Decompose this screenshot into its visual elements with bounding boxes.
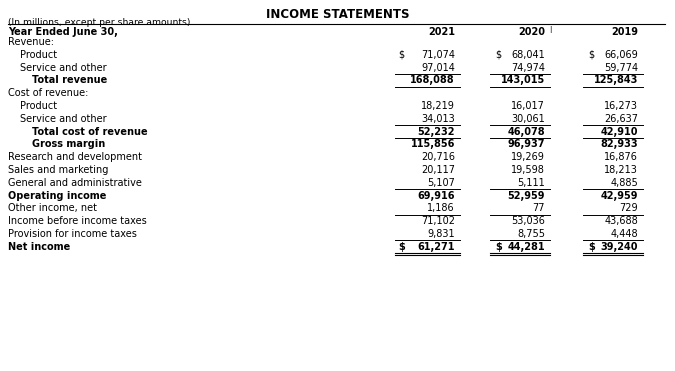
Text: 77: 77 bbox=[533, 203, 545, 213]
Text: 2020: 2020 bbox=[518, 27, 545, 37]
Text: 52,232: 52,232 bbox=[418, 127, 455, 137]
Text: $: $ bbox=[495, 242, 502, 252]
Text: INCOME STATEMENTS: INCOME STATEMENTS bbox=[266, 8, 409, 21]
Text: 168,088: 168,088 bbox=[410, 75, 455, 85]
Text: 5,107: 5,107 bbox=[427, 178, 455, 188]
Text: Product: Product bbox=[20, 101, 57, 111]
Text: 74,974: 74,974 bbox=[511, 63, 545, 73]
Text: 115,856: 115,856 bbox=[410, 139, 455, 150]
Text: 61,271: 61,271 bbox=[418, 242, 455, 252]
Text: $: $ bbox=[588, 242, 595, 252]
Text: 729: 729 bbox=[620, 203, 638, 213]
Text: 82,933: 82,933 bbox=[600, 139, 638, 150]
Text: Total revenue: Total revenue bbox=[32, 75, 107, 85]
Text: Service and other: Service and other bbox=[20, 114, 107, 124]
Text: 53,036: 53,036 bbox=[511, 216, 545, 226]
Text: Research and development: Research and development bbox=[8, 152, 142, 162]
Text: Service and other: Service and other bbox=[20, 63, 107, 73]
Text: 42,910: 42,910 bbox=[601, 127, 638, 137]
Text: 71,074: 71,074 bbox=[421, 50, 455, 60]
Text: 4,448: 4,448 bbox=[610, 229, 638, 239]
Text: 19,598: 19,598 bbox=[511, 165, 545, 175]
Text: Product: Product bbox=[20, 50, 57, 60]
Text: 26,637: 26,637 bbox=[604, 114, 638, 124]
Text: Income before income taxes: Income before income taxes bbox=[8, 216, 146, 226]
Text: 30,061: 30,061 bbox=[511, 114, 545, 124]
Text: 9,831: 9,831 bbox=[427, 229, 455, 239]
Text: 16,273: 16,273 bbox=[604, 101, 638, 111]
Text: Operating income: Operating income bbox=[8, 191, 107, 201]
Text: $: $ bbox=[588, 50, 594, 60]
Text: 39,240: 39,240 bbox=[601, 242, 638, 252]
Text: 52,959: 52,959 bbox=[508, 191, 545, 201]
Text: 97,014: 97,014 bbox=[421, 63, 455, 73]
Text: 20,117: 20,117 bbox=[421, 165, 455, 175]
Text: |: | bbox=[549, 26, 551, 33]
Text: 4,885: 4,885 bbox=[610, 178, 638, 188]
Text: 96,937: 96,937 bbox=[508, 139, 545, 150]
Text: General and administrative: General and administrative bbox=[8, 178, 142, 188]
Text: 69,916: 69,916 bbox=[418, 191, 455, 201]
Text: 20,716: 20,716 bbox=[421, 152, 455, 162]
Text: 66,069: 66,069 bbox=[604, 50, 638, 60]
Text: 16,017: 16,017 bbox=[511, 101, 545, 111]
Text: 1,186: 1,186 bbox=[427, 203, 455, 213]
Text: 16,876: 16,876 bbox=[604, 152, 638, 162]
Text: Net income: Net income bbox=[8, 242, 70, 252]
Text: Year Ended June 30,: Year Ended June 30, bbox=[8, 27, 118, 37]
Text: Revenue:: Revenue: bbox=[8, 37, 54, 47]
Text: 18,219: 18,219 bbox=[421, 101, 455, 111]
Text: 44,281: 44,281 bbox=[508, 242, 545, 252]
Text: Sales and marketing: Sales and marketing bbox=[8, 165, 109, 175]
Text: 43,688: 43,688 bbox=[604, 216, 638, 226]
Text: Other income, net: Other income, net bbox=[8, 203, 97, 213]
Text: Total cost of revenue: Total cost of revenue bbox=[32, 127, 148, 137]
Text: 42,959: 42,959 bbox=[601, 191, 638, 201]
Text: $: $ bbox=[495, 50, 501, 60]
Text: 59,774: 59,774 bbox=[604, 63, 638, 73]
Text: 143,015: 143,015 bbox=[501, 75, 545, 85]
Text: 71,102: 71,102 bbox=[421, 216, 455, 226]
Text: 68,041: 68,041 bbox=[511, 50, 545, 60]
Text: $: $ bbox=[398, 242, 405, 252]
Text: Provision for income taxes: Provision for income taxes bbox=[8, 229, 137, 239]
Text: 5,111: 5,111 bbox=[517, 178, 545, 188]
Text: 8,755: 8,755 bbox=[517, 229, 545, 239]
Text: $: $ bbox=[398, 50, 404, 60]
Text: 19,269: 19,269 bbox=[511, 152, 545, 162]
Text: 34,013: 34,013 bbox=[421, 114, 455, 124]
Text: Gross margin: Gross margin bbox=[32, 139, 105, 150]
Text: Cost of revenue:: Cost of revenue: bbox=[8, 88, 88, 98]
Text: 2021: 2021 bbox=[428, 27, 455, 37]
Text: (In millions, except per share amounts): (In millions, except per share amounts) bbox=[8, 18, 190, 27]
Text: 125,843: 125,843 bbox=[593, 75, 638, 85]
Text: 46,078: 46,078 bbox=[508, 127, 545, 137]
Text: 2019: 2019 bbox=[611, 27, 638, 37]
Text: 18,213: 18,213 bbox=[604, 165, 638, 175]
